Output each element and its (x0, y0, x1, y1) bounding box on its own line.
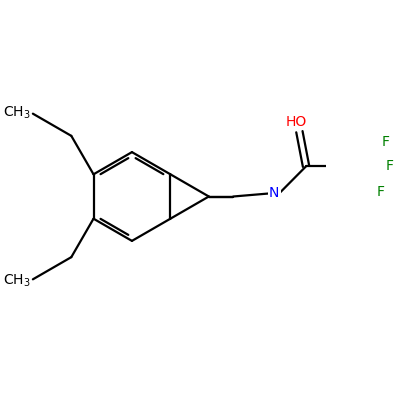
Text: CH$_3$: CH$_3$ (3, 272, 30, 289)
Text: N: N (269, 186, 279, 200)
Text: HO: HO (286, 115, 307, 129)
Text: F: F (377, 185, 385, 199)
Text: F: F (381, 135, 389, 149)
Text: CH$_3$: CH$_3$ (3, 104, 30, 121)
Text: F: F (385, 159, 393, 173)
